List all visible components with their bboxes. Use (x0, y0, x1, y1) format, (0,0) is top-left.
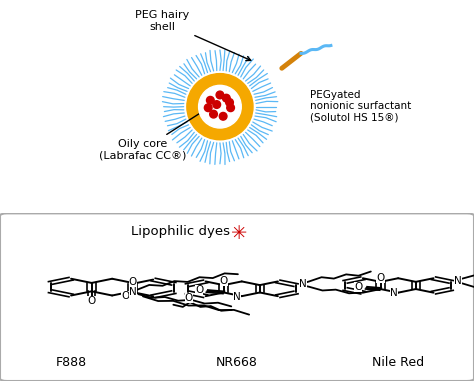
Text: O: O (376, 273, 384, 283)
FancyBboxPatch shape (0, 213, 474, 381)
Polygon shape (381, 278, 416, 293)
Polygon shape (188, 282, 224, 296)
Circle shape (210, 110, 218, 118)
Text: O: O (185, 293, 193, 303)
Text: F888: F888 (55, 356, 87, 369)
Text: N: N (299, 279, 307, 289)
Circle shape (213, 101, 220, 108)
Text: Oily core
(Labrafac CC®): Oily core (Labrafac CC®) (100, 107, 210, 160)
Text: PEGyated
nonionic surfactant
(Solutol HS 15®): PEGyated nonionic surfactant (Solutol HS… (310, 90, 411, 123)
Circle shape (207, 96, 214, 104)
Circle shape (226, 99, 233, 106)
Text: PEG hairy
shell: PEG hairy shell (135, 10, 251, 61)
Circle shape (222, 94, 230, 102)
Circle shape (227, 104, 235, 112)
Text: N: N (391, 288, 398, 298)
Polygon shape (224, 282, 260, 296)
Circle shape (216, 91, 224, 99)
Text: O: O (195, 285, 203, 296)
Circle shape (187, 74, 253, 140)
Circle shape (204, 104, 212, 112)
Text: N: N (129, 287, 137, 297)
Polygon shape (91, 279, 133, 296)
Text: NR668: NR668 (216, 356, 258, 369)
Text: O: O (88, 296, 96, 306)
Text: O: O (128, 277, 137, 287)
Text: O: O (121, 291, 129, 301)
Text: N: N (233, 292, 241, 302)
Polygon shape (260, 282, 296, 296)
Text: N: N (455, 276, 462, 286)
Polygon shape (133, 280, 174, 296)
Circle shape (219, 112, 227, 120)
Polygon shape (51, 279, 91, 296)
Text: ✳: ✳ (231, 224, 247, 243)
Polygon shape (416, 278, 451, 293)
Circle shape (199, 85, 241, 128)
Text: O: O (354, 282, 362, 292)
Text: Nile Red: Nile Red (372, 356, 424, 369)
Polygon shape (345, 278, 381, 293)
Text: O: O (219, 276, 228, 286)
Text: Lipophilic dyes: Lipophilic dyes (131, 225, 229, 238)
